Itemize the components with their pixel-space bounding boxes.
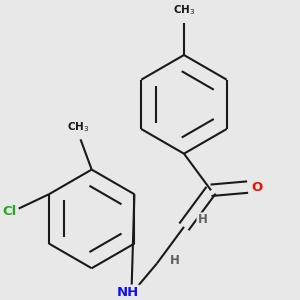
Text: H: H	[197, 213, 207, 226]
Text: CH$_3$: CH$_3$	[173, 4, 195, 17]
Text: Cl: Cl	[2, 205, 16, 218]
Text: H: H	[169, 254, 179, 267]
Text: O: O	[251, 181, 263, 194]
Text: NH: NH	[116, 286, 139, 298]
Text: CH$_3$: CH$_3$	[67, 120, 89, 134]
